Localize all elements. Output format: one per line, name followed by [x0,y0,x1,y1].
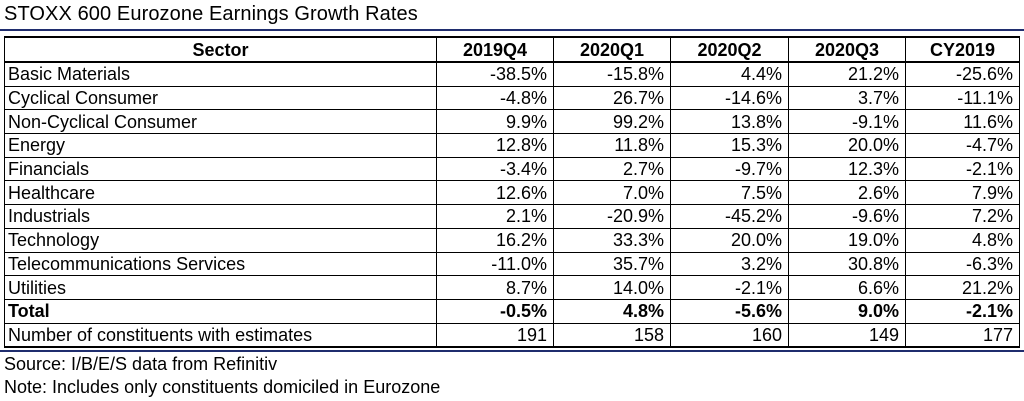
value-cell: 20.0% [788,133,906,158]
value-cell: -38.5% [436,61,554,87]
value-cell: 15.3% [670,133,789,158]
header-2020q3: 2020Q3 [788,36,906,63]
value-cell: -45.2% [670,204,789,229]
table-row: Cyclical Consumer -4.8% 26.7% -14.6% 3.7% -11… [4,85,1020,111]
value-cell: 2.7% [553,156,671,182]
header-cy2019: CY2019 [905,36,1020,63]
table-row: Utilities 8.7% 14.0% -2.1% 6.6% 21.2% [4,275,1020,300]
table-row: Industrials 2.1% -20.9% -45.2% -9.6% 7.2% [4,204,1020,229]
table-row: Number of constituents with estimates 191… [4,322,1020,349]
value-cell: 16.2% [436,227,554,253]
value-cell: -2.1% [905,156,1020,182]
value-cell: 9.9% [436,109,554,135]
header-2019q4: 2019Q4 [436,36,554,63]
value-cell: 7.0% [553,180,671,206]
value-cell: -9.6% [788,204,906,229]
sector-cell: Total [4,298,437,324]
table-row: Technology 16.2% 33.3% 20.0% 19.0% 4.8% [4,227,1020,253]
value-cell: -9.7% [670,156,789,182]
value-cell: 7.9% [905,180,1020,206]
value-cell: 11.6% [905,109,1020,135]
table-row: Total -0.5% 4.8% -5.6% 9.0% -2.1% [4,298,1020,324]
sector-cell: Technology [4,227,437,253]
value-cell: -9.1% [788,109,906,135]
sector-cell: Industrials [4,204,437,229]
value-cell: 149 [788,322,906,349]
value-cell: 158 [553,322,671,349]
sector-cell: Basic Materials [4,61,437,87]
value-cell: -11.1% [905,85,1020,111]
value-cell: 99.2% [553,109,671,135]
value-cell: 9.0% [788,298,906,324]
header-sector: Sector [4,36,437,63]
sector-cell: Number of constituents with estimates [4,322,437,349]
value-cell: 2.6% [788,180,906,206]
footer-rule [0,350,1024,352]
header-2020q1: 2020Q1 [553,36,671,63]
table-header-row: Sector 2019Q4 2020Q1 2020Q2 2020Q3 CY201… [4,36,1020,63]
value-cell: 4.4% [670,61,789,87]
sector-cell: Telecommunications Services [4,251,437,277]
value-cell: -4.8% [436,85,554,111]
value-cell: 14.0% [553,275,671,300]
table-row: Basic Materials -38.5% -15.8% 4.4% 21.2% -25.… [4,61,1020,87]
value-cell: 21.2% [788,61,906,87]
value-cell: 4.8% [905,227,1020,253]
source-note: Source: I/B/E/S data from Refinitiv [4,354,278,374]
value-cell: 7.2% [905,204,1020,229]
table-row: Non-Cyclical Consumer 9.9% 99.2% 13.8% -9.1%… [4,109,1020,135]
value-cell: 11.8% [553,133,671,158]
earnings-growth-table: Sector 2019Q4 2020Q1 2020Q2 2020Q3 CY201… [4,36,1020,349]
table-row: Healthcare 12.6% 7.0% 7.5% 2.6% 7.9% [4,180,1020,206]
value-cell: 35.7% [553,251,671,277]
value-cell: 177 [905,322,1020,349]
value-cell: 30.8% [788,251,906,277]
scope-note: Note: Includes only constituents domicil… [4,377,441,397]
value-cell: -2.1% [905,298,1020,324]
title-rule [0,29,1024,31]
value-cell: -5.6% [670,298,789,324]
value-cell: -6.3% [905,251,1020,277]
value-cell: 4.8% [553,298,671,324]
sector-cell: Healthcare [4,180,437,206]
sector-cell: Utilities [4,275,437,300]
value-cell: 12.8% [436,133,554,158]
header-2020q2: 2020Q2 [670,36,789,63]
value-cell: 21.2% [905,275,1020,300]
value-cell: -4.7% [905,133,1020,158]
value-cell: 12.3% [788,156,906,182]
sector-cell: Cyclical Consumer [4,85,437,111]
value-cell: 7.5% [670,180,789,206]
value-cell: 2.1% [436,204,554,229]
value-cell: 20.0% [670,227,789,253]
value-cell: 191 [436,322,554,349]
value-cell: -14.6% [670,85,789,111]
value-cell: -20.9% [553,204,671,229]
value-cell: -2.1% [670,275,789,300]
value-cell: -11.0% [436,251,554,277]
table-row: Energy 12.8% 11.8% 15.3% 20.0% -4.7% [4,133,1020,158]
sector-cell: Financials [4,156,437,182]
value-cell: 3.2% [670,251,789,277]
value-cell: 33.3% [553,227,671,253]
value-cell: 13.8% [670,109,789,135]
table-row: Telecommunications Services -11.0% 35.7% 3.… [4,251,1020,277]
value-cell: -3.4% [436,156,554,182]
sector-cell: Non-Cyclical Consumer [4,109,437,135]
value-cell: 12.6% [436,180,554,206]
value-cell: -25.6% [905,61,1020,87]
value-cell: 26.7% [553,85,671,111]
value-cell: 8.7% [436,275,554,300]
value-cell: 6.6% [788,275,906,300]
table-row: Financials -3.4% 2.7% -9.7% 12.3% -2.1% [4,156,1020,182]
table-title: STOXX 600 Eurozone Earnings Growth Rates [4,3,418,25]
value-cell: 3.7% [788,85,906,111]
value-cell: -0.5% [436,298,554,324]
value-cell: 19.0% [788,227,906,253]
value-cell: -15.8% [553,61,671,87]
value-cell: 160 [670,322,789,349]
sector-cell: Energy [4,133,437,158]
